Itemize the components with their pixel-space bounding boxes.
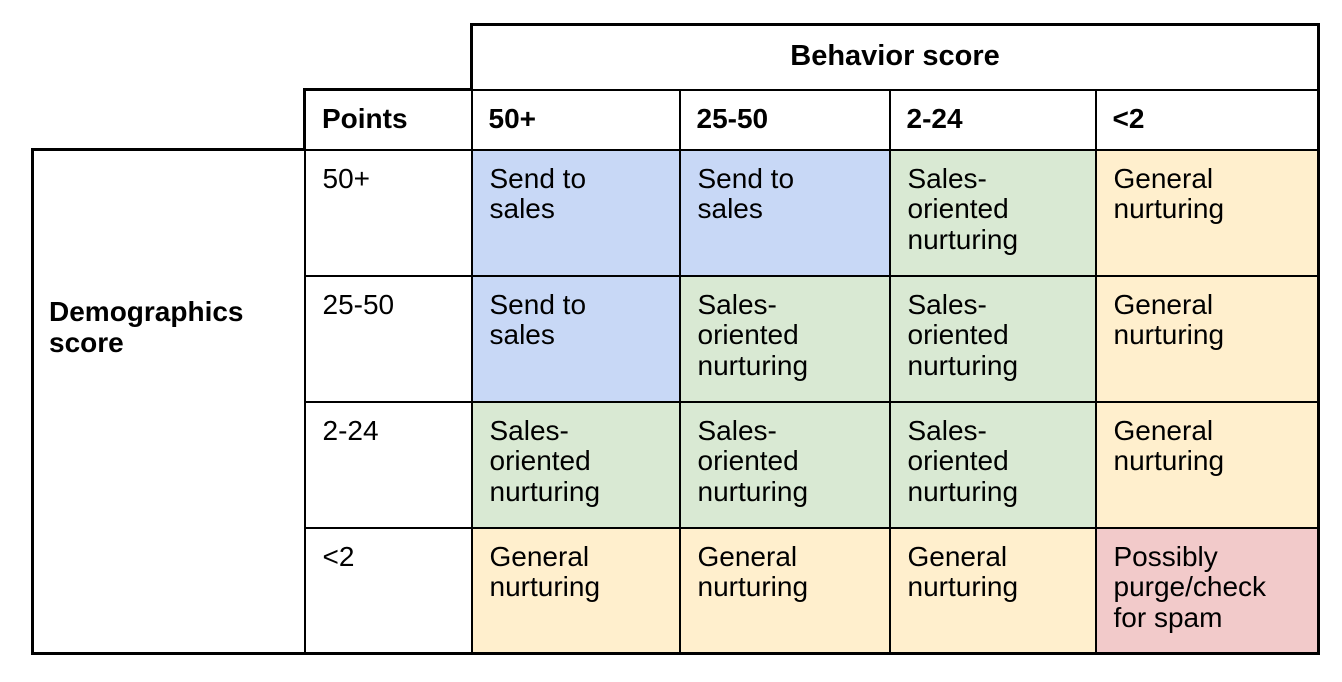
matrix-cell: General nurturing [888, 526, 1097, 655]
column-header-2-24: 2-24 [888, 88, 1097, 151]
matrix-cell: General nurturing [678, 526, 891, 655]
row-label-2-24: 2-24 [303, 400, 473, 529]
row-label-50plus: 50+ [303, 148, 473, 277]
row-label-25-50: 25-50 [303, 274, 473, 403]
behavior-score-axis-header: Behavior score [469, 23, 1321, 91]
matrix-cell: General nurturing [1094, 148, 1321, 277]
column-header-50plus: 50+ [470, 88, 681, 151]
matrix-cell: Sales-oriented nurturing [470, 400, 681, 529]
matrix-cell: General nurturing [1094, 400, 1321, 529]
row-label-lt2: <2 [303, 526, 473, 655]
lead-scoring-matrix: Behavior score Points 50+ 25-50 2-24 <2 … [31, 23, 1321, 655]
column-header-lt2: <2 [1094, 88, 1321, 151]
matrix-cell: Sales-oriented nurturing [678, 274, 891, 403]
matrix-cell: Sales-oriented nurturing [888, 148, 1097, 277]
matrix-cell: Possibly purge/check for spam [1094, 526, 1321, 655]
matrix-cell: Sales-oriented nurturing [888, 400, 1097, 529]
matrix-cell: Send to sales [470, 148, 681, 277]
empty-corner [32, 89, 305, 150]
matrix-cell: General nurturing [470, 526, 681, 655]
matrix-cell: Sales-oriented nurturing [678, 400, 891, 529]
matrix-cell: Send to sales [470, 274, 681, 403]
points-header: Points [303, 88, 473, 151]
matrix-cell: General nurturing [1094, 274, 1321, 403]
matrix-cell: Sales-oriented nurturing [888, 274, 1097, 403]
column-header-25-50: 25-50 [678, 88, 891, 151]
matrix-cell: Send to sales [678, 148, 891, 277]
demographics-score-axis-header: Demographics score [31, 148, 306, 655]
empty-corner [32, 24, 472, 90]
